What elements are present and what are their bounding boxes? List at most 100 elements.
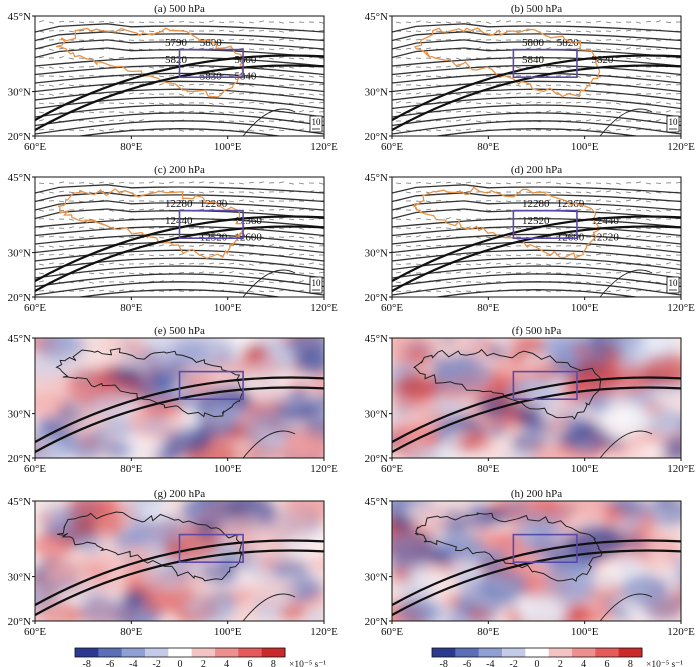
study-region-box [512, 533, 578, 563]
lon-label: 120°E [667, 463, 695, 475]
lat-label: 20°N [365, 616, 388, 628]
lat-label: 20°N [8, 616, 31, 628]
colorbar-tick: -4 [486, 659, 494, 667]
jet-axis-lines [35, 376, 324, 453]
panel-title: (g) 200 hPa [154, 488, 205, 500]
lat-label: 20°N [8, 453, 31, 465]
panel-frame [34, 15, 325, 137]
coastline [599, 430, 653, 458]
lat-label: 30°N [8, 248, 31, 260]
panel-frame [391, 15, 682, 137]
colorbar-tick: 6 [605, 659, 610, 667]
lon-label: 80°E [120, 626, 142, 638]
coastline [242, 108, 296, 136]
vorticity-shading [35, 338, 324, 458]
lon-label: 60°E [381, 141, 403, 153]
colorbar-tick: -8 [439, 659, 447, 667]
plateau-outline [414, 512, 603, 583]
coastline [242, 430, 296, 458]
lon-label: 80°E [120, 463, 142, 475]
lat-label: 20°N [8, 292, 31, 304]
jet-axis-lines [35, 215, 324, 292]
lon-label: 120°E [667, 302, 695, 314]
contour-label: 5820 [557, 37, 580, 49]
study-region-box [178, 48, 244, 78]
lat-label: 30°N [365, 409, 388, 421]
wind-scale-key [666, 276, 680, 294]
wind-scale-key [666, 115, 680, 133]
colorbar-unit: ×10⁻⁵ s⁻¹ [646, 660, 683, 667]
lat-label: 30°N [365, 87, 388, 99]
lon-label: 80°E [120, 141, 142, 153]
panel-frame [34, 500, 325, 622]
jet-axis-lines [35, 54, 324, 131]
lon-label: 60°E [24, 626, 46, 638]
colorbar-tick: 0 [178, 659, 183, 667]
contour-label: 12280 [165, 198, 193, 210]
contour-label: 5840 [234, 71, 257, 83]
lon-label: 120°E [310, 626, 338, 638]
plateau-outline [55, 347, 244, 418]
contour-label: 5800 [234, 54, 257, 66]
jet-axis-lines [35, 539, 324, 616]
contour-label: 5790 [165, 37, 188, 49]
lon-label: 100°E [571, 302, 599, 314]
lon-label: 120°E [310, 141, 338, 153]
panel-title: (c) 200 hPa [154, 164, 205, 176]
wind-scale-key [309, 115, 323, 133]
panel-f: (f) 500 hPa 45°N 30°N 20°N60°E 80°E 100°E 120°… [365, 325, 695, 475]
panel-frame [391, 337, 682, 459]
lon-label: 80°E [477, 141, 499, 153]
lat-label: 45°N [8, 496, 31, 508]
lat-label: 30°N [365, 572, 388, 584]
panel-title: (h) 200 hPa [511, 488, 562, 500]
lat-label: 45°N [8, 333, 31, 345]
plateau-outline [57, 188, 245, 260]
lon-label: 80°E [477, 626, 499, 638]
panel-title: (f) 500 hPa [512, 325, 562, 337]
lon-label: 60°E [381, 302, 403, 314]
panel-title: (d) 200 hPa [511, 164, 562, 176]
plateau-outline [414, 27, 601, 98]
wind-scale-value: 10 [312, 117, 322, 127]
wind-scale-value: 10 [669, 117, 679, 127]
lon-label: 120°E [310, 302, 338, 314]
colorbar: -8 -6 -4 -2 0 2 4 6 8 ×10⁻⁵ s⁻¹ [74, 647, 326, 667]
lon-label: 60°E [24, 141, 46, 153]
contour-label: 12520 [522, 215, 550, 227]
colorbar-tick: 2 [201, 659, 206, 667]
colorbar: -8 -6 -4 -2 0 2 4 6 8 ×10⁻⁵ s⁻¹ [431, 647, 683, 667]
colorbar-tick: 8 [628, 659, 633, 667]
coastline [599, 269, 653, 297]
study-region-box [178, 370, 244, 401]
colorbar-tick: -2 [509, 659, 517, 667]
lon-label: 120°E [667, 626, 695, 638]
coastline [242, 269, 296, 297]
colorbar-tick: 4 [224, 659, 229, 667]
panel-e: (e) 500 hPa 45°N 30°N 20°N60°E 80°E 100°E 120°… [8, 325, 338, 475]
lon-label: 80°E [477, 302, 499, 314]
study-region-box [178, 533, 244, 563]
lon-label: 60°E [24, 302, 46, 314]
lon-label: 120°E [310, 463, 338, 475]
height-contours [392, 184, 681, 297]
wind-scale-value: 10 [669, 278, 679, 288]
plateau-outline [413, 186, 604, 259]
panel-frame [391, 500, 682, 622]
panel-b: (b) 500 hPa 5800 5820 5820 5840 45°N 30°N 20°N6… [365, 3, 695, 153]
study-region-box [512, 48, 578, 78]
contour-label: 12280 [522, 198, 550, 210]
lat-label: 45°N [365, 11, 388, 23]
panel-frame [34, 337, 325, 459]
lon-label: 100°E [571, 626, 599, 638]
plateau-outline [413, 348, 602, 420]
lon-label: 100°E [214, 141, 242, 153]
coastline [242, 593, 296, 621]
contour-label: 5800 [200, 37, 223, 49]
lat-label: 20°N [365, 453, 388, 465]
lon-label: 80°E [120, 302, 142, 314]
lat-label: 45°N [365, 172, 388, 184]
